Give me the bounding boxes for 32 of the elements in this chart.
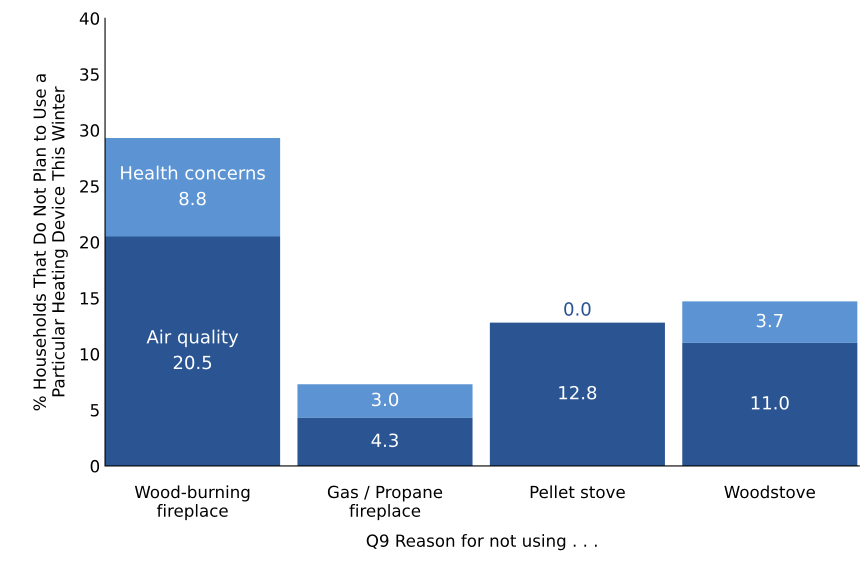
data-label: 0.0 (564, 302, 591, 316)
x-tick-label: Woodstove (724, 485, 815, 498)
x-tick-label: Gas / Propane fireplace (328, 486, 442, 520)
y-tick-label: 5 (90, 404, 99, 417)
y-tick-label: 0 (90, 460, 100, 473)
y-tick-label: 30 (80, 124, 100, 137)
bar (682, 301, 858, 343)
data-label: 3.0 (372, 392, 398, 406)
series-label: Air quality (146, 330, 238, 348)
y-tick-label: 35 (80, 68, 99, 81)
bar (297, 384, 473, 418)
data-label: 3.7 (756, 314, 783, 328)
y-axis-title: % Households That Do Not Plan to Use a Particular Heating Device This Winter (33, 74, 68, 410)
series-label: Health concerns (121, 166, 265, 180)
x-tick-label: Wood-burning fireplace (134, 485, 250, 520)
data-label: 12.8 (559, 386, 596, 400)
bar (297, 418, 473, 466)
bar (105, 138, 280, 237)
bar (105, 236, 280, 466)
y-tick-label: 15 (80, 292, 99, 305)
y-tick-label: 40 (80, 12, 100, 25)
data-label: 4.3 (372, 433, 398, 448)
data-label: 11.0 (752, 396, 789, 410)
data-label: 20.5 (174, 356, 212, 370)
bar (682, 342, 858, 466)
x-tick-label: Pellet stove (530, 485, 625, 498)
data-label: 8.8 (179, 192, 206, 206)
y-tick-label: 25 (80, 180, 99, 193)
y-tick-label: 20 (80, 236, 100, 249)
bar (490, 322, 665, 466)
x-axis-title: Q9 Reason for not using . . . (366, 534, 597, 550)
y-tick-label: 10 (80, 348, 100, 361)
